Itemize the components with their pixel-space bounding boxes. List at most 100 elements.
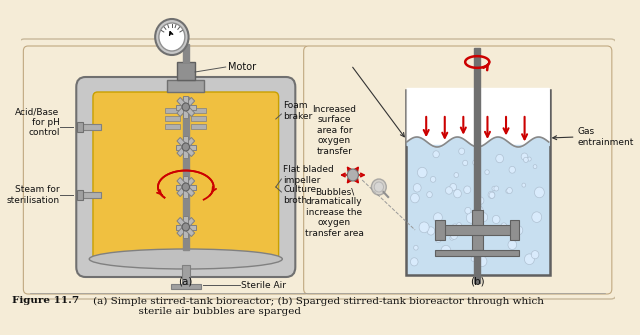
Bar: [165, 116, 180, 121]
Bar: [183, 44, 189, 62]
Text: (b): (b): [470, 277, 484, 287]
Polygon shape: [177, 137, 195, 156]
Bar: [177, 62, 195, 80]
Circle shape: [531, 251, 539, 259]
Circle shape: [534, 187, 545, 198]
Circle shape: [509, 166, 515, 173]
Bar: [435, 250, 519, 256]
Circle shape: [433, 151, 439, 158]
Text: (a): (a): [179, 277, 193, 287]
Circle shape: [182, 103, 189, 111]
Circle shape: [521, 153, 528, 160]
Circle shape: [488, 191, 495, 198]
Bar: [191, 108, 206, 113]
FancyBboxPatch shape: [19, 39, 616, 299]
Text: Increased
surface
area for
oxygen
transfer: Increased surface area for oxygen transf…: [312, 105, 356, 155]
Bar: [81, 124, 101, 130]
Bar: [472, 210, 483, 250]
FancyBboxPatch shape: [23, 46, 309, 294]
Circle shape: [479, 213, 488, 222]
Polygon shape: [175, 105, 196, 110]
Polygon shape: [177, 217, 195, 237]
Circle shape: [494, 186, 499, 191]
Circle shape: [506, 189, 509, 193]
Circle shape: [492, 215, 500, 223]
Polygon shape: [184, 176, 188, 198]
Circle shape: [485, 170, 490, 175]
Circle shape: [451, 232, 458, 240]
Circle shape: [527, 157, 531, 161]
Bar: [474, 48, 480, 283]
Text: Bubbles\
dramatically
increase the
oxygen
transfer area: Bubbles\ dramatically increase the oxyge…: [305, 187, 364, 238]
Circle shape: [454, 173, 459, 178]
Circle shape: [374, 182, 383, 192]
Circle shape: [441, 245, 451, 256]
Circle shape: [464, 186, 471, 194]
Bar: [165, 108, 180, 113]
Circle shape: [456, 222, 461, 228]
Bar: [81, 192, 101, 198]
Text: (a) Simple stirred-tank bioreactor; (b) Sparged stirred-tank bioreactor through : (a) Simple stirred-tank bioreactor; (b) …: [93, 296, 544, 316]
Circle shape: [524, 254, 534, 265]
Polygon shape: [184, 136, 188, 158]
Circle shape: [348, 169, 358, 181]
Circle shape: [182, 183, 189, 191]
Circle shape: [471, 257, 476, 261]
Polygon shape: [177, 97, 195, 117]
Text: Acid/Base
for pH
control: Acid/Base for pH control: [15, 107, 60, 137]
Circle shape: [427, 227, 435, 235]
Circle shape: [489, 192, 495, 198]
Circle shape: [477, 197, 484, 204]
Polygon shape: [175, 144, 196, 149]
Polygon shape: [177, 178, 195, 197]
Circle shape: [427, 192, 432, 198]
Circle shape: [508, 240, 516, 250]
Bar: [435, 220, 445, 240]
Circle shape: [445, 187, 452, 194]
Text: Sterile Air: Sterile Air: [241, 280, 287, 289]
Bar: [191, 116, 206, 121]
Polygon shape: [175, 185, 196, 190]
Text: Steam for
sterilisation: Steam for sterilisation: [6, 185, 60, 205]
Circle shape: [159, 23, 185, 51]
FancyBboxPatch shape: [76, 77, 295, 277]
Bar: [509, 220, 519, 240]
Bar: [171, 284, 201, 289]
Bar: [183, 97, 189, 250]
Text: Culture
broth: Culture broth: [284, 185, 316, 205]
Text: Flat bladed
impeller: Flat bladed impeller: [284, 165, 334, 185]
Circle shape: [410, 193, 419, 203]
Circle shape: [433, 213, 442, 222]
Circle shape: [410, 258, 418, 266]
Circle shape: [472, 160, 477, 165]
Circle shape: [474, 206, 483, 216]
Text: Gas
entrainment: Gas entrainment: [577, 127, 634, 147]
Text: Motor: Motor: [228, 62, 256, 72]
Circle shape: [182, 143, 189, 151]
Circle shape: [459, 148, 465, 154]
Circle shape: [515, 226, 523, 235]
Ellipse shape: [89, 249, 282, 269]
Circle shape: [155, 19, 189, 55]
Circle shape: [524, 157, 529, 162]
FancyBboxPatch shape: [303, 46, 612, 294]
Polygon shape: [184, 96, 188, 118]
Circle shape: [492, 186, 496, 191]
Circle shape: [522, 183, 525, 187]
Polygon shape: [177, 137, 195, 156]
Bar: [167, 80, 204, 92]
Polygon shape: [177, 178, 195, 197]
Text: Figure 11.7: Figure 11.7: [12, 296, 79, 306]
Circle shape: [496, 154, 504, 163]
Circle shape: [430, 177, 436, 182]
FancyBboxPatch shape: [93, 92, 278, 260]
Polygon shape: [177, 217, 195, 237]
Circle shape: [450, 236, 454, 240]
Circle shape: [435, 236, 442, 243]
Circle shape: [182, 223, 189, 231]
Bar: [182, 265, 189, 287]
Circle shape: [371, 179, 387, 195]
Circle shape: [507, 188, 513, 194]
Circle shape: [533, 164, 537, 169]
Text: Foam
braker: Foam braker: [284, 101, 312, 121]
